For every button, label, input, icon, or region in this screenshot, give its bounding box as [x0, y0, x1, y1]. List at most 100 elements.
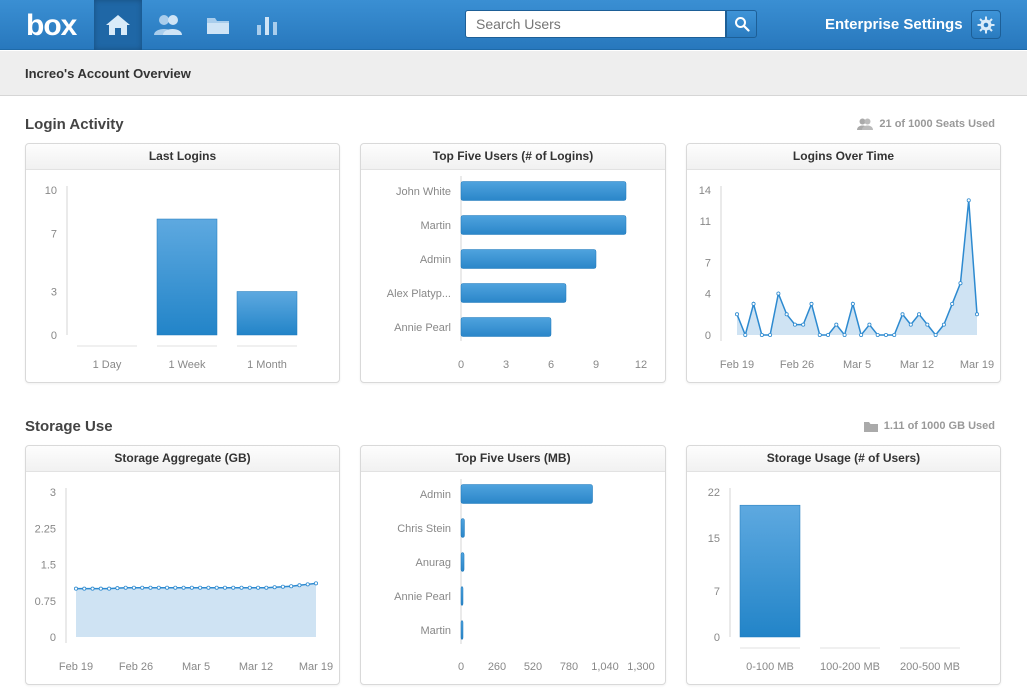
data-point	[743, 332, 748, 337]
search-icon	[734, 17, 750, 32]
data-point	[165, 585, 170, 590]
panel-title: Top Five Users (# of Logins)	[361, 144, 665, 170]
bar	[460, 181, 627, 201]
data-point	[966, 198, 971, 203]
data-point	[206, 585, 211, 590]
data-point	[850, 301, 855, 306]
box-logo[interactable]: box	[26, 8, 80, 40]
bar	[460, 518, 465, 538]
data-point	[148, 585, 153, 590]
data-point	[214, 585, 219, 590]
x-tick-label: 3	[503, 359, 509, 371]
search-button[interactable]	[726, 10, 757, 38]
data-point	[280, 584, 285, 589]
data-point	[256, 585, 261, 590]
data-point	[156, 585, 161, 590]
x-tick-label: 1,300	[627, 661, 655, 673]
y-tick-label: 14	[699, 185, 711, 197]
x-tick-label: Mar 19	[960, 359, 994, 371]
x-tick-label: Feb 19	[59, 661, 93, 673]
data-point	[297, 583, 302, 588]
y-category-label: Anurag	[416, 557, 451, 569]
nav-home-button[interactable]	[94, 0, 142, 50]
top-users-storage-panel: Top Five Users (MB) Admin Chris Stein Anur…	[360, 445, 666, 685]
data-point	[768, 332, 773, 337]
bar	[156, 218, 218, 336]
y-tick-label: 7	[51, 229, 57, 241]
y-tick-label: 3	[51, 287, 57, 299]
logins-over-time-panel: Logins Over Time 14 11 7 4 0 Feb 19 Feb 26 Mar …	[686, 143, 1001, 383]
enterprise-settings-link[interactable]: Enterprise Settings	[825, 16, 963, 33]
settings-button[interactable]	[971, 10, 1001, 39]
y-tick-label: 10	[45, 185, 57, 197]
last-logins-panel: Last Logins 10 7 3 0 1 Day 1 Week 1 Month	[25, 143, 340, 383]
x-tick-label: 1 Month	[247, 359, 287, 371]
nav-reports-button[interactable]	[243, 0, 291, 50]
data-point	[735, 312, 740, 317]
y-tick-label: 2.25	[35, 523, 56, 535]
panel-title: Storage Aggregate (GB)	[26, 446, 339, 472]
data-point	[809, 301, 814, 306]
data-point	[826, 332, 831, 337]
data-point	[305, 582, 310, 587]
bar	[739, 504, 801, 638]
top-users-storage-chart: Admin Chris Stein Anurag Annie Pearl Martin 0…	[394, 479, 655, 673]
seats-used-summary: 21 of 1000 Seats Used	[857, 118, 995, 130]
data-point	[900, 312, 905, 317]
bar	[460, 215, 627, 235]
x-tick-label: Mar 5	[843, 359, 871, 371]
data-point	[289, 584, 294, 589]
data-point	[123, 585, 128, 590]
nav-files-button[interactable]	[194, 0, 242, 50]
data-point	[883, 332, 888, 337]
x-tick-label: Mar 5	[182, 661, 210, 673]
page-title: Increo's Account Overview	[25, 66, 191, 81]
y-tick-label: 4	[705, 289, 711, 301]
data-point	[115, 586, 120, 591]
search-users-input[interactable]	[465, 10, 726, 38]
x-tick-label: 1 Day	[93, 359, 122, 371]
x-tick-label: 9	[593, 359, 599, 371]
data-point	[834, 322, 839, 327]
y-category-label: Admin	[420, 254, 451, 266]
x-tick-label: Feb 19	[720, 359, 754, 371]
x-tick-label: 780	[560, 661, 578, 673]
bar	[236, 291, 298, 336]
data-point	[751, 301, 756, 306]
x-tick-label: 0	[458, 661, 464, 673]
panel-title: Top Five Users (MB)	[361, 446, 665, 472]
data-point	[908, 322, 913, 327]
bar	[460, 249, 597, 269]
home-icon	[106, 15, 130, 35]
data-point	[892, 332, 897, 337]
x-tick-label: 100-200 MB	[820, 661, 880, 673]
data-point	[272, 585, 277, 590]
data-point	[189, 585, 194, 590]
y-category-label: Alex Platyp...	[387, 288, 451, 300]
x-tick-label: 0-100 MB	[746, 661, 794, 673]
data-point	[801, 322, 806, 327]
data-point	[784, 312, 789, 317]
bar	[460, 317, 552, 337]
y-category-label: Martin	[420, 220, 451, 232]
gear-icon	[977, 16, 995, 33]
y-tick-label: 0	[705, 330, 711, 342]
x-tick-label: 260	[488, 661, 506, 673]
y-tick-label: 7	[705, 258, 711, 270]
y-category-label: Martin	[420, 625, 451, 637]
data-point	[198, 585, 203, 590]
data-point	[792, 322, 797, 327]
x-tick-label: 200-500 MB	[900, 661, 960, 673]
data-point	[950, 301, 955, 306]
data-point	[140, 585, 145, 590]
y-category-label: John White	[396, 186, 451, 198]
top-navigation-bar: box Enterprise Settings	[0, 0, 1027, 50]
x-tick-label: 0	[458, 359, 464, 371]
users-icon	[857, 118, 874, 130]
folder-icon	[863, 421, 878, 432]
nav-users-button[interactable]	[144, 0, 192, 50]
data-point	[859, 332, 864, 337]
x-tick-label: Mar 12	[900, 359, 934, 371]
users-icon	[154, 15, 182, 35]
bar	[460, 552, 465, 572]
